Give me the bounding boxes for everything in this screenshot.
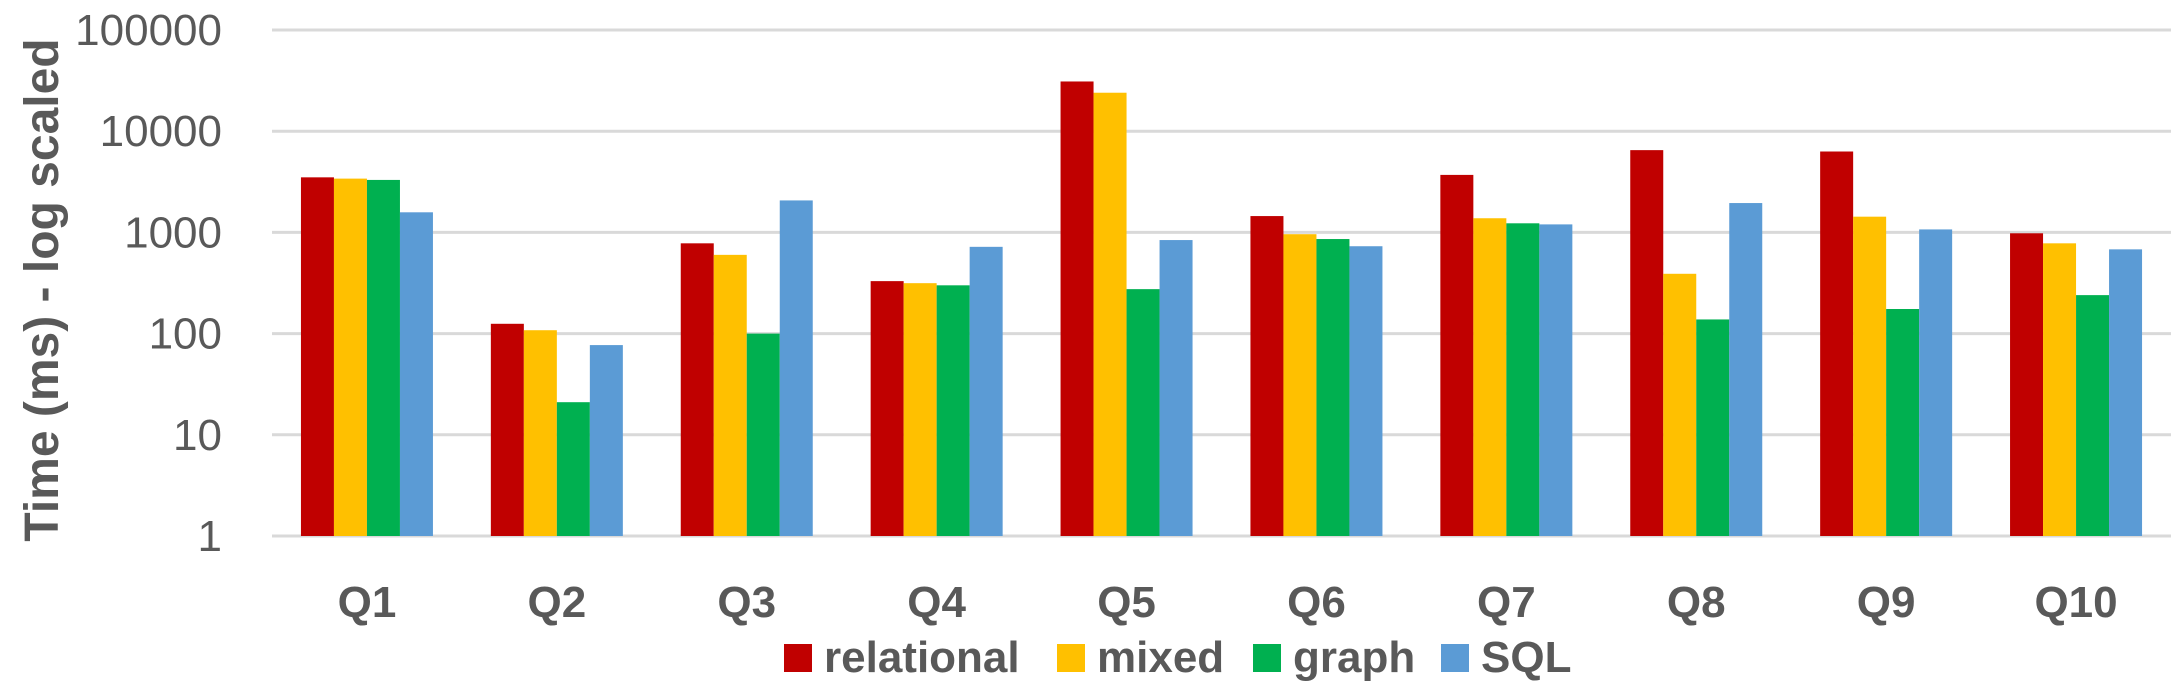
legend-swatch <box>1057 644 1085 672</box>
legend-item-relational: relational <box>784 633 1020 682</box>
bar-graph-q6 <box>1316 239 1350 537</box>
bar-mixed-q5 <box>1093 92 1127 536</box>
bar-relational-q3 <box>680 243 714 537</box>
x-tick-label: Q3 <box>717 578 776 627</box>
bar-mixed-q2 <box>523 330 557 536</box>
legend-label: SQL <box>1481 633 1571 682</box>
bar-relational-q8 <box>1630 150 1664 536</box>
bar-graph-q9 <box>1886 309 1920 536</box>
bar-sql-q8 <box>1729 203 1763 536</box>
x-tick-label: Q9 <box>1857 578 1916 627</box>
bar-sql-q7 <box>1539 224 1573 537</box>
bar-relational-q9 <box>1820 151 1854 537</box>
y-tick-label: 10 <box>173 411 222 460</box>
bar-mixed-q6 <box>1283 234 1317 536</box>
bar-mixed-q7 <box>1473 218 1507 536</box>
bar-mixed-q3 <box>713 254 747 537</box>
bar-graph-q3 <box>746 333 780 536</box>
bar-relational-q2 <box>490 323 524 536</box>
bar-sql-q3 <box>779 200 813 536</box>
bar-graph-q7 <box>1506 223 1540 536</box>
bar-mixed-q10 <box>2043 243 2077 537</box>
bar-relational-q10 <box>2010 233 2044 537</box>
y-tick-label: 1 <box>198 512 222 561</box>
bar-relational-q5 <box>1060 81 1094 537</box>
bar-graph-q1 <box>366 179 400 536</box>
y-tick-label: 1000 <box>124 208 222 257</box>
legend-swatch <box>784 644 812 672</box>
x-tick-label: Q2 <box>527 578 586 627</box>
bar-relational-q1 <box>300 177 334 536</box>
x-tick-label: Q4 <box>907 578 966 627</box>
bar-graph-q4 <box>936 285 970 536</box>
x-tick-label: Q8 <box>1667 578 1726 627</box>
y-tick-label: 100 <box>149 310 222 359</box>
bar-sql-q4 <box>969 246 1003 536</box>
x-tick-label: Q5 <box>1097 578 1156 627</box>
bar-sql-q6 <box>1349 246 1383 536</box>
x-tick-label: Q10 <box>2034 578 2117 627</box>
x-tick-label: Q1 <box>338 578 397 627</box>
bar-graph-q8 <box>1696 319 1730 536</box>
bars <box>300 81 2143 537</box>
bar-sql-q10 <box>2109 249 2143 536</box>
bar-graph-q2 <box>556 402 590 536</box>
bar-mixed-q9 <box>1853 216 1887 536</box>
legend-label: graph <box>1293 633 1415 682</box>
legend-label: mixed <box>1097 633 1224 682</box>
y-tick-label: 10000 <box>100 107 222 156</box>
bar-sql-q1 <box>399 212 433 536</box>
bar-graph-q5 <box>1126 289 1160 536</box>
bar-mixed-q8 <box>1663 273 1697 536</box>
legend-swatch <box>1253 644 1281 672</box>
y-axis-title: Time (ms) - log scaled <box>16 38 69 541</box>
bar-sql-q9 <box>1919 229 1953 536</box>
legend-item-graph: graph <box>1253 633 1415 682</box>
bar-sql-q5 <box>1159 240 1193 537</box>
x-axis-ticks: Q1 Q2 Q3 Q4 Q5 Q6 Q7 Q8 Q9 Q10 <box>338 578 2118 627</box>
bar-relational-q4 <box>870 281 904 536</box>
bar-sql-q2 <box>589 345 623 536</box>
y-tick-label: 100000 <box>75 6 222 55</box>
bar-relational-q6 <box>1250 216 1284 536</box>
bar-mixed-q1 <box>333 178 367 537</box>
legend-item-sql: SQL <box>1441 633 1571 682</box>
legend: relational mixed graph SQL <box>784 633 1571 682</box>
legend-item-mixed: mixed <box>1057 633 1224 682</box>
x-tick-label: Q7 <box>1477 578 1536 627</box>
legend-label: relational <box>824 633 1020 682</box>
bar-mixed-q4 <box>903 283 937 536</box>
y-axis-ticks: 1 10 100 1000 10000 100000 <box>75 6 222 561</box>
bar-graph-q10 <box>2076 295 2110 536</box>
legend-swatch <box>1441 644 1469 672</box>
x-tick-label: Q6 <box>1287 578 1346 627</box>
bar-relational-q7 <box>1440 174 1474 536</box>
